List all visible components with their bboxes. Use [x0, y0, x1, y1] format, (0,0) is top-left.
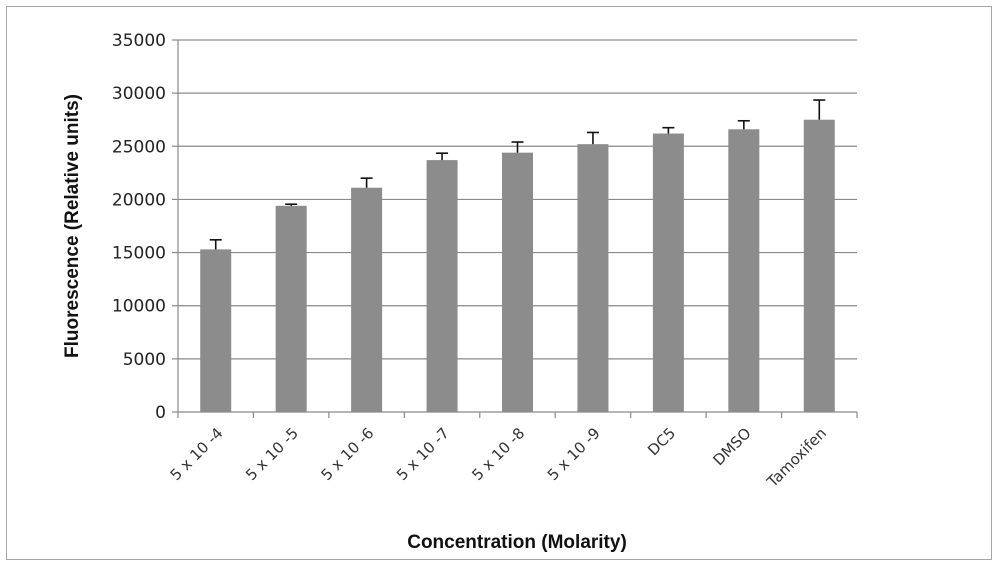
bar	[351, 187, 383, 412]
category-label: 5 x 10 -4	[167, 424, 227, 484]
y-tick-label: 30000	[112, 84, 166, 104]
y-axis-title: Fluorescence (Relative units)	[62, 94, 83, 358]
bar	[728, 129, 760, 412]
category-label: 5 x 10 -9	[544, 424, 604, 484]
x-tick-labels: 5 x 10 -4 5 x 10 -5 5 x 10 -6 5 x 10 -7 5 x …	[167, 424, 831, 491]
y-tick-label: 20000	[112, 190, 166, 210]
y-tick-label: 10000	[112, 297, 166, 317]
y-tick-label: 5000	[123, 350, 166, 370]
category-label: 5 x 10 -8	[468, 424, 528, 484]
y-tick-label: 35000	[112, 31, 166, 51]
category-label: 5 x 10 -7	[393, 424, 453, 484]
x-axis-title: Concentration (Molarity)	[407, 532, 627, 553]
bar	[275, 205, 307, 412]
y-tick-labels: 0 5000 10000 15000 20000 25000 30000 35000	[112, 31, 166, 423]
y-tick-label: 25000	[112, 137, 166, 157]
category-label: DMSO	[710, 424, 755, 469]
bar	[502, 152, 533, 413]
error-bars	[209, 99, 826, 250]
category-label: DC5	[644, 424, 679, 459]
category-label: 5 x 10 -6	[317, 424, 377, 484]
y-tick-label: 0	[155, 403, 166, 423]
category-label: Tamoxifen	[763, 424, 830, 491]
bar	[803, 119, 835, 412]
bar	[577, 144, 609, 412]
bar	[426, 160, 458, 412]
x-axis	[177, 411, 858, 418]
y-tick-label: 15000	[112, 244, 166, 264]
bars	[200, 119, 835, 413]
bar	[652, 133, 684, 412]
bar	[200, 249, 232, 412]
category-label: 5 x 10 -5	[242, 424, 302, 484]
